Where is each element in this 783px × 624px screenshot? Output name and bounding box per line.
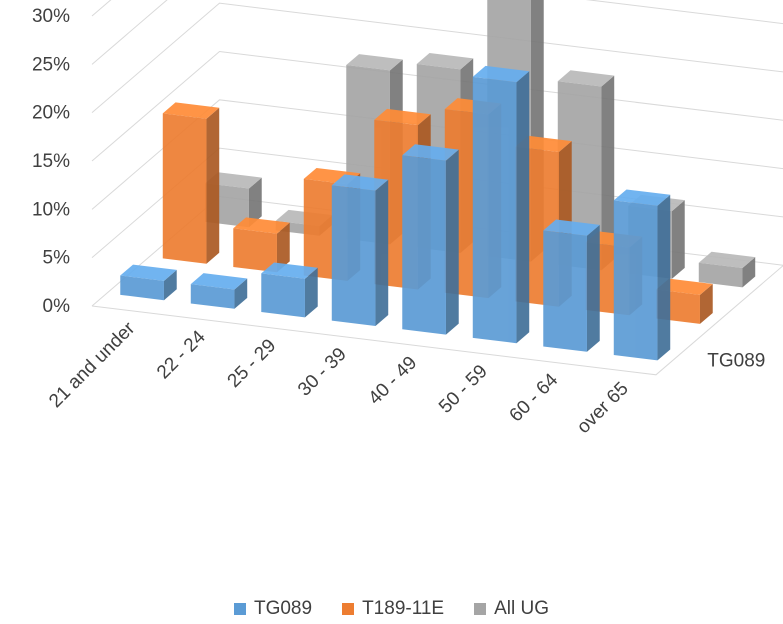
bar-top (515, 135, 572, 153)
bar-tg089-1 (190, 273, 248, 309)
floor-edge (91, 265, 783, 376)
bar-tg089-6 (543, 219, 600, 352)
category-label: 50 - 59 (435, 361, 492, 418)
bar-tg089-7 (613, 189, 671, 361)
bar-side (742, 257, 756, 288)
bar-side (234, 278, 248, 309)
bar-top (557, 70, 615, 87)
category-label: 25 - 29 (224, 335, 281, 392)
bar-front (190, 284, 235, 309)
gridline (91, 0, 112, 17)
bar-top (656, 278, 713, 295)
bar-side (248, 177, 262, 228)
legend: TG089 T189-11E All UG (0, 598, 783, 620)
gridlines (91, 0, 783, 376)
category-label: 40 - 49 (365, 352, 422, 409)
bar-side (375, 179, 389, 326)
bar-top (261, 262, 318, 279)
legend-label: TG089 (253, 598, 313, 619)
depth-axis-label: TG089 (707, 351, 765, 372)
bar-top (120, 264, 177, 281)
bar-side (516, 71, 530, 344)
bar-tg089-4 (402, 144, 459, 335)
y-tick-label: 15% (32, 151, 70, 172)
bar-top (698, 251, 756, 269)
bar-front (402, 155, 446, 335)
bar-top (190, 273, 248, 290)
gridline (91, 0, 783, 65)
bar-side (163, 269, 177, 301)
y-tick-label: 5% (43, 248, 71, 269)
bar-side (206, 107, 220, 264)
legend-item-tg089: TG089 (233, 598, 313, 620)
legend-swatch (474, 603, 487, 615)
bar-side (657, 194, 671, 361)
bar-top (416, 53, 474, 70)
bar-top (233, 217, 290, 234)
bar-top (472, 65, 530, 83)
bars (120, 0, 756, 361)
y-tick-label: 25% (32, 54, 70, 75)
y-axis-tick-labels: 0% 5% 10% 15% 20% 25% 30% (32, 6, 70, 317)
bar-front (472, 76, 517, 344)
bar-top (374, 108, 431, 126)
legend-item-t189-11e: T189-11E (342, 598, 444, 620)
category-label: 60 - 64 (506, 369, 563, 426)
bar-side (671, 200, 685, 279)
bar-top (402, 144, 459, 161)
category-label: over 65 (573, 378, 633, 438)
y-tick-label: 10% (32, 199, 70, 220)
y-tick-label: 30% (32, 6, 70, 27)
bar-top (331, 174, 389, 191)
legend-label: All UG (494, 598, 550, 619)
bar-tg089-0 (120, 264, 177, 301)
category-label: 22 - 24 (153, 326, 210, 383)
legend-label: T189-11E (362, 598, 445, 619)
gridline (91, 2, 783, 114)
y-tick-label: 20% (32, 103, 70, 124)
legend-swatch (233, 603, 246, 615)
bar-tg089-5 (472, 65, 530, 344)
legend-swatch (342, 603, 355, 615)
bar-tg089-3 (331, 174, 389, 326)
bar-top (162, 102, 220, 119)
bar-top (346, 54, 403, 71)
bar-tg089-2 (261, 262, 318, 318)
bar-top (613, 189, 671, 206)
bar-side (586, 224, 600, 352)
bar-front (331, 185, 376, 326)
category-label: 21 and under (45, 318, 140, 413)
bar-side (276, 222, 290, 273)
bar-all-ug-7 (698, 251, 756, 288)
bar-t189-11e-0 (162, 102, 220, 264)
y-tick-label: 0% (43, 296, 71, 317)
bar-side (699, 283, 713, 324)
bar-front (233, 228, 277, 273)
bar-front (698, 262, 743, 288)
bar-front (613, 200, 658, 361)
bar-top (205, 172, 262, 189)
bar-side (445, 149, 459, 335)
bar-front (120, 275, 164, 301)
legend-item-all-ug: All UG (474, 598, 549, 620)
bar-side (304, 267, 318, 318)
category-label: 30 - 39 (294, 344, 351, 401)
bar-front (543, 230, 587, 352)
bar-front (162, 113, 207, 264)
bar-t189-11e-1 (233, 217, 290, 273)
bar-top (543, 219, 600, 236)
bar-side (601, 75, 615, 271)
depth-axis-labels: TG089All UG (707, 351, 765, 372)
bar-front (261, 273, 305, 318)
